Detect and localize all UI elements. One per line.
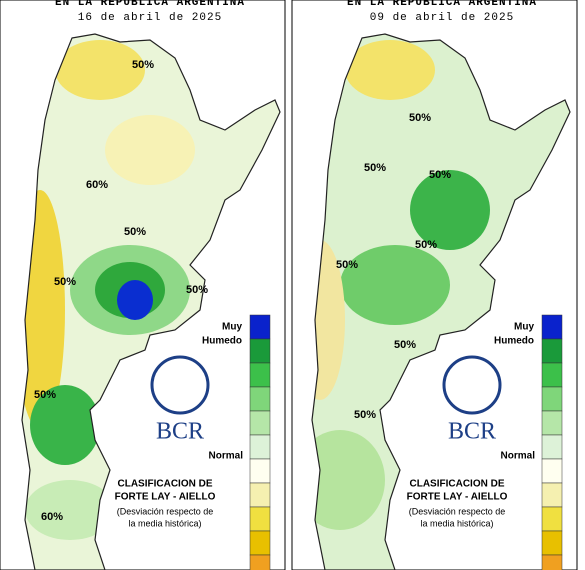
legend-swatch bbox=[249, 482, 271, 508]
contour-label: 50% bbox=[415, 239, 437, 251]
legend-swatch bbox=[249, 506, 271, 532]
logo: BCR bbox=[156, 419, 204, 445]
contour-label: 50% bbox=[186, 284, 208, 296]
classification: CLASIFICACION DE bbox=[410, 479, 505, 490]
contour-label: 50% bbox=[354, 409, 376, 421]
legend-swatch bbox=[249, 554, 271, 570]
legend-swatch bbox=[541, 386, 563, 412]
legend-top: Humedo bbox=[494, 336, 534, 347]
contour-label: 60% bbox=[41, 511, 63, 523]
heading: EN LA REPUBLICA ARGENTINA bbox=[55, 0, 245, 9]
legend-swatch bbox=[541, 554, 563, 570]
legend-top: Humedo bbox=[202, 336, 242, 347]
legend-swatch bbox=[541, 434, 563, 460]
classification: FORTE LAY - AIELLO bbox=[115, 492, 216, 503]
date: 16 de abril de 2025 bbox=[78, 12, 222, 24]
legend-swatch bbox=[249, 314, 271, 340]
logo-seal bbox=[442, 355, 502, 415]
note: (Desviación respecto de bbox=[409, 506, 506, 516]
legend-swatch bbox=[541, 362, 563, 388]
legend-swatch bbox=[249, 434, 271, 460]
legend-swatch bbox=[541, 530, 563, 556]
logo-seal bbox=[150, 355, 210, 415]
classification: CLASIFICACION DE bbox=[118, 479, 213, 490]
contour-label: 60% bbox=[86, 179, 108, 191]
legend-swatch bbox=[249, 410, 271, 436]
legend-swatch bbox=[249, 362, 271, 388]
date: 09 de abril de 2025 bbox=[370, 12, 514, 24]
legend-swatch bbox=[249, 458, 271, 484]
contour-label: 50% bbox=[429, 169, 451, 181]
contour-label: 50% bbox=[34, 389, 56, 401]
legend-swatch bbox=[541, 314, 563, 340]
legend-swatch bbox=[541, 506, 563, 532]
legend-middle: Normal bbox=[501, 451, 536, 462]
legend-swatch bbox=[541, 482, 563, 508]
legend-swatch bbox=[541, 458, 563, 484]
legend-swatch bbox=[541, 410, 563, 436]
contour-label: 50% bbox=[336, 259, 358, 271]
classification: FORTE LAY - AIELLO bbox=[407, 492, 508, 503]
legend-swatch bbox=[249, 338, 271, 364]
legend-swatch bbox=[249, 530, 271, 556]
contour-label: 50% bbox=[132, 59, 154, 71]
legend-swatch bbox=[249, 386, 271, 412]
contour-label: 50% bbox=[364, 162, 386, 174]
note: (Desviación respecto de bbox=[117, 506, 214, 516]
legend-top: Muy bbox=[514, 322, 534, 333]
logo: BCR bbox=[448, 419, 496, 445]
legend-middle: Normal bbox=[209, 451, 244, 462]
legend-top: Muy bbox=[222, 322, 242, 333]
note: la media histórica) bbox=[128, 518, 201, 528]
legend-swatch bbox=[541, 338, 563, 364]
heading: EN LA REPUBLICA ARGENTINA bbox=[347, 0, 537, 9]
contour-label: 50% bbox=[124, 226, 146, 238]
contour-label: 50% bbox=[54, 276, 76, 288]
contour-label: 50% bbox=[409, 112, 431, 124]
note: la media histórica) bbox=[420, 518, 493, 528]
contour-label: 50% bbox=[394, 339, 416, 351]
